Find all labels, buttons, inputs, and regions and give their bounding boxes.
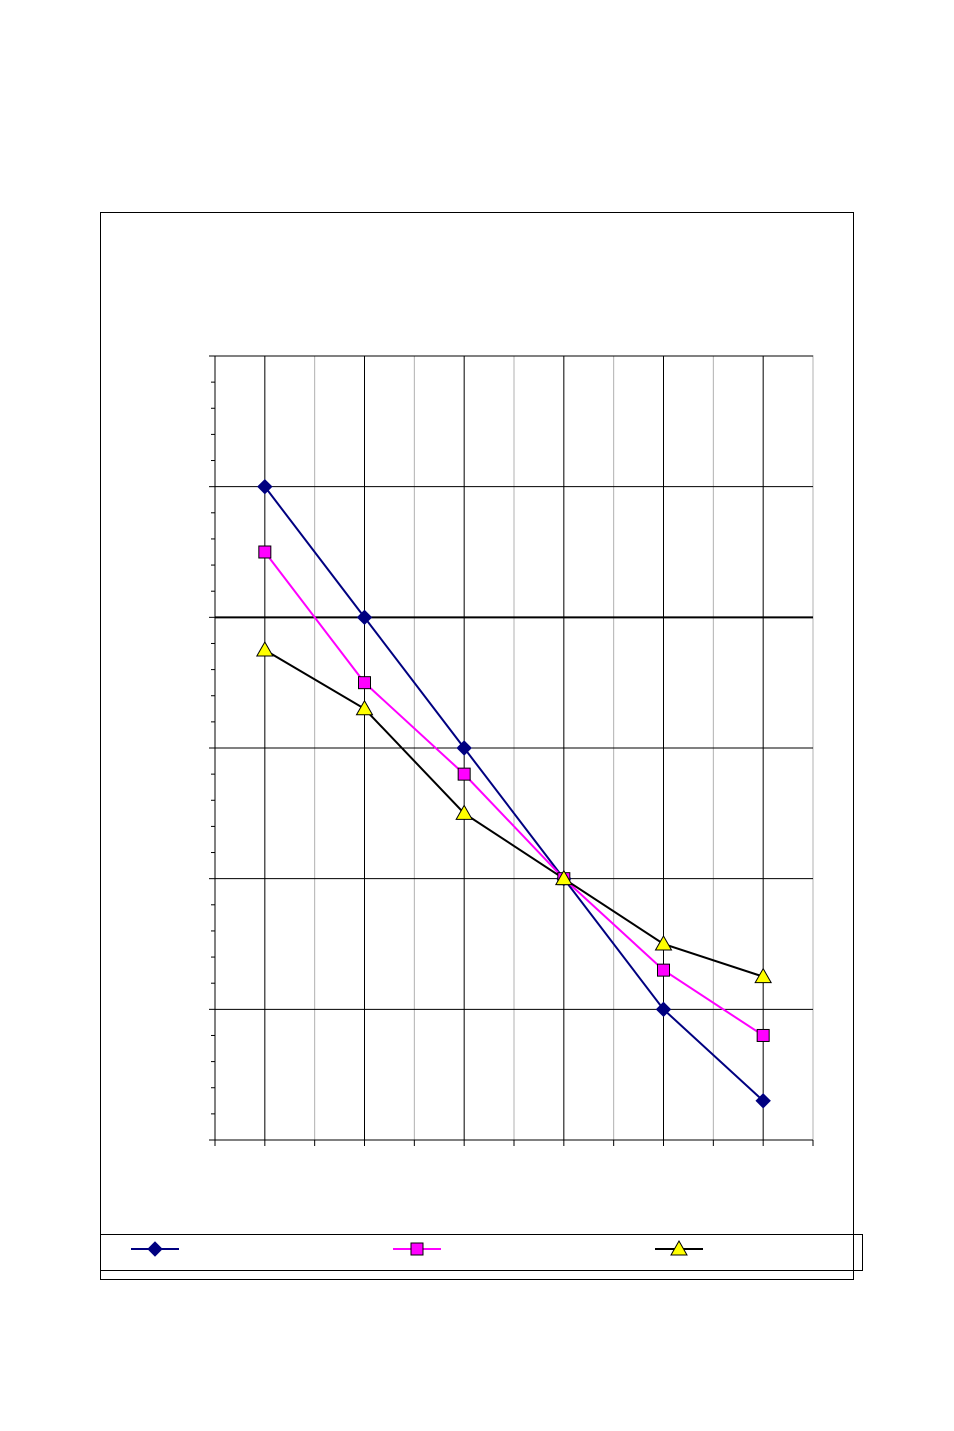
legend-marker	[147, 1241, 163, 1257]
data-point	[554, 869, 573, 886]
data-point	[258, 545, 272, 559]
series-line	[264, 486, 764, 1102]
data-point	[455, 804, 474, 820]
data-point	[457, 767, 471, 781]
legend-box	[100, 1234, 863, 1271]
data-point	[654, 934, 673, 951]
data-point	[754, 967, 773, 984]
data-point	[355, 699, 374, 716]
series-line	[264, 551, 764, 1037]
data-point	[257, 478, 273, 495]
data-point	[456, 740, 472, 756]
data-point	[657, 963, 670, 977]
data-point	[356, 609, 373, 626]
data-point	[756, 1028, 770, 1042]
data-point	[655, 1001, 672, 1018]
data-point	[358, 676, 371, 690]
data-point	[755, 1093, 771, 1109]
data-point	[255, 640, 274, 657]
series-line	[264, 649, 764, 978]
legend-marker	[410, 1242, 424, 1256]
legend-marker	[670, 1239, 688, 1256]
